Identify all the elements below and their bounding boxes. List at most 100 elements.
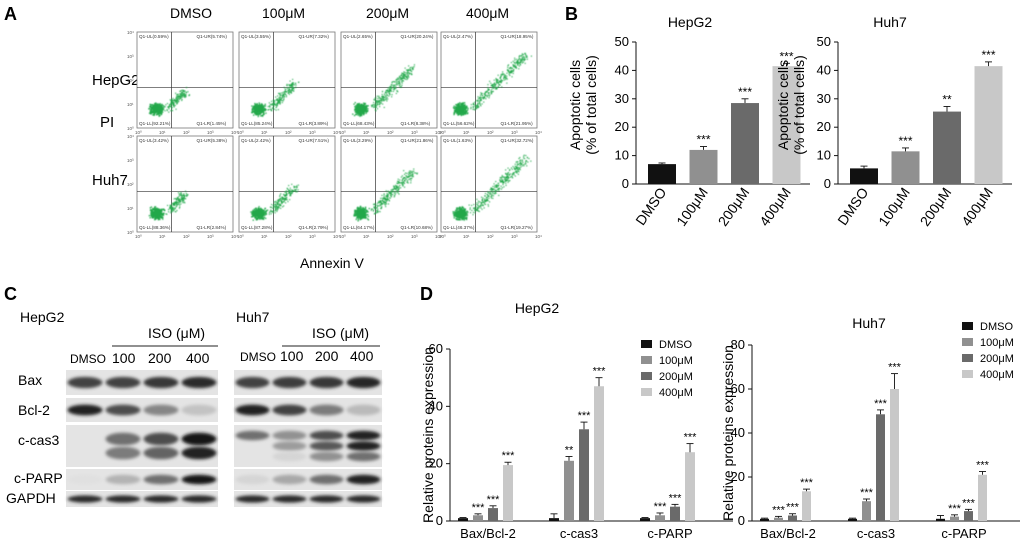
column-header: 400μM (466, 5, 509, 21)
plot-frame (440, 135, 538, 233)
blot-strips (66, 370, 382, 507)
blot-band (309, 441, 344, 451)
bar (891, 151, 920, 184)
quadrant-label-ll: Q1-LL(68.43%) (343, 121, 375, 126)
significance-marker: *** (962, 497, 976, 509)
quadrant-label-lr: Q1-LR(21.95%) (501, 121, 534, 126)
axis-tick-label: 10² (183, 130, 190, 135)
x-tick-label: 200μM (917, 185, 955, 229)
x-axis-label-annexin-v: Annexin V (300, 255, 364, 271)
bar (503, 465, 513, 521)
quadrant-label-ll: Q1-LL(87.28%) (241, 225, 273, 230)
axis-tick-label: 10³ (411, 234, 418, 239)
cell-population (452, 52, 532, 117)
quadrant-label-ll: Q1-LL(92.21%) (139, 121, 171, 126)
blot-band (235, 430, 270, 441)
column-header: 200μM (366, 5, 409, 21)
legend-swatch (641, 340, 652, 348)
blot-band (181, 495, 217, 503)
axis-tick-label: 10³ (411, 130, 418, 135)
significance-marker: *** (487, 494, 501, 506)
x-tick-label: Bax/Bcl-2 (760, 526, 816, 541)
quadrant-label-ul: Q1-UL(3.29%) (343, 138, 373, 143)
legend-label: 400μM (659, 387, 693, 399)
quadrant-label-ul: Q1-UL(2.47%) (443, 34, 473, 39)
bar (964, 511, 973, 521)
y-tick-label: 10 (615, 148, 629, 163)
axis-tick-label: 10¹ (363, 130, 370, 135)
blot-band (105, 495, 141, 503)
axis-tick-label: 10¹ (127, 102, 134, 107)
significance-marker: ** (942, 92, 952, 106)
y-axis-label: Relative proteins expression (420, 347, 436, 523)
legend-swatch (962, 338, 973, 346)
legend-label: 100μM (659, 355, 693, 367)
blot-band (309, 474, 344, 485)
axis-tick-label: 10⁴ (435, 130, 442, 135)
y-axis-label-line: Apoptotic cells (775, 60, 791, 150)
quadrant-label-ur: Q1-UR(7.32%) (299, 34, 330, 39)
significance-marker: *** (654, 501, 668, 513)
axis-tick-label: 10³ (207, 130, 214, 135)
significance-marker: *** (860, 487, 874, 499)
quadrant-label-ll: Q1-LL(56.62%) (443, 121, 475, 126)
y-tick-label: 40 (731, 425, 745, 440)
panel-label-c: C (4, 284, 17, 304)
axis-tick-label: 10² (387, 234, 394, 239)
bar (974, 66, 1003, 184)
x-tick-label: 400μM (958, 185, 996, 229)
blot-band (346, 474, 381, 485)
significance-marker: *** (898, 134, 912, 148)
blot-band (235, 474, 270, 485)
cell-population (352, 64, 415, 117)
y-axis-label: Apoptotic cells(% of total cells) (775, 55, 807, 155)
y-tick-label: 80 (731, 337, 745, 352)
treatment-label-huh7: ISO (μM) (312, 325, 369, 341)
axis-tick-label: 10³ (309, 130, 316, 135)
blot-band (235, 404, 270, 416)
significance-marker: *** (779, 49, 793, 63)
axis-tick-label: 10⁰ (237, 130, 244, 135)
quadrant-label-lr: Q1-LR(3.89%) (299, 121, 329, 126)
legend-label: 400μM (980, 369, 1014, 381)
cell-population (452, 154, 532, 221)
axis-tick-label: 10² (387, 130, 394, 135)
bar (774, 517, 783, 521)
significance-marker: *** (593, 366, 607, 378)
blot-band (181, 474, 217, 485)
panel-d-huh7-chart: Huh7 Relative proteins expression 0 20 40 60 8… (720, 315, 1020, 541)
blot-strip (234, 469, 382, 490)
flow-dot-plot: Q1-UL(3.42%) Q1-UR(5.38%) Q1-LL(88.36%) Q1-… (127, 134, 238, 239)
blot-strip (66, 469, 218, 490)
axis-tick-label: 10⁰ (339, 130, 346, 135)
blot-strip (66, 491, 218, 507)
blot-title-hepg2: HepG2 (20, 309, 65, 325)
quadrant-label-ur: Q1-UR(21.86%) (401, 138, 434, 143)
axis-tick-label: 10⁰ (237, 234, 244, 239)
y-tick-label: 50 (615, 34, 629, 49)
y-tick-label: 0 (824, 176, 831, 191)
quadrant-label-ul: Q1-UL(2.65%) (343, 34, 373, 39)
lane-200-hepg2: 200 (148, 350, 172, 366)
y-axis-label: Apoptotic cells(% of total cells) (567, 55, 599, 155)
axis-tick-label: 10⁴ (535, 234, 542, 239)
x-tick-label: c-cas3 (560, 526, 598, 541)
quadrant-label-ll: Q1-LL(64.17%) (343, 225, 375, 230)
blot-band (105, 446, 141, 460)
axis-tick-label: 10³ (207, 234, 214, 239)
plot-frame (440, 31, 538, 129)
quadrant-label-lr: Q1-LR(2.79%) (299, 225, 329, 230)
bar (760, 518, 769, 521)
axis-tick-label: 10⁴ (333, 234, 340, 239)
blot-band (143, 446, 179, 460)
y-tick-label: 20 (731, 469, 745, 484)
quadrant-label-ul: Q1-UL(3.55%) (241, 34, 271, 39)
column-header: 100μM (262, 5, 305, 21)
quadrant-label-ll: Q1-LL(85.24%) (241, 121, 273, 126)
panel-label-a: A (4, 4, 17, 24)
significance-marker: *** (976, 460, 990, 472)
y-tick-label: 0 (436, 513, 443, 528)
bar (802, 491, 811, 521)
flow-dot-plot: Q1-UL(2.47%) Q1-UR(18.95%) Q1-LL(56.62%) Q1… (439, 31, 542, 135)
